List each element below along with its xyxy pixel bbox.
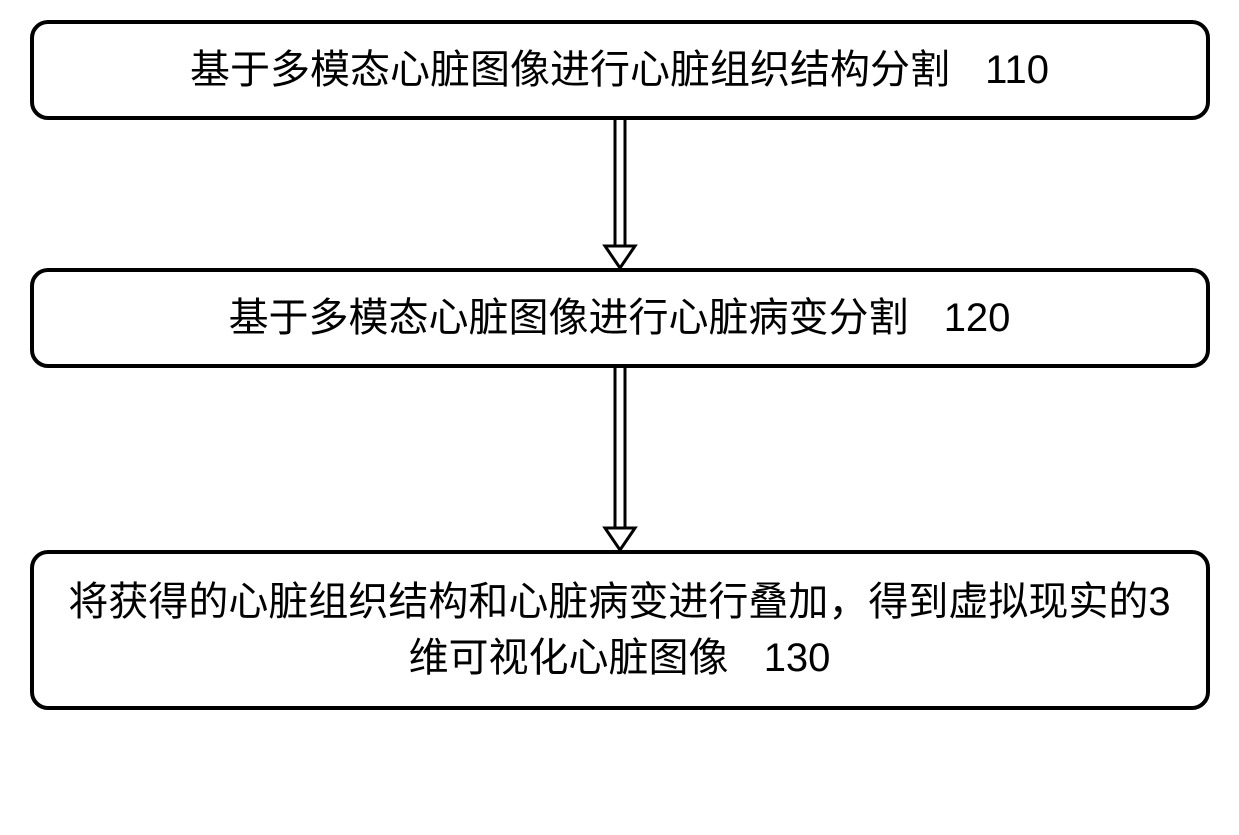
flowchart-arrow-2 [600,368,640,550]
flowchart-node-120: 基于多模态心脏图像进行心脏病变分割 120 [30,268,1210,368]
flowchart-node-110: 基于多模态心脏图像进行心脏组织结构分割 110 [30,20,1210,120]
node-text: 基于多模态心脏图像进行心脏组织结构分割 [190,48,950,92]
node-number: 110 [985,48,1049,92]
double-arrow-icon [600,368,640,550]
node-text: 将获得的心脏组织结构和心脏病变进行叠加，得到虚拟现实的3维可视化心脏图像 [68,580,1170,680]
double-arrow-icon [600,120,640,268]
node-number: 120 [944,296,1011,340]
flowchart-arrow-1 [600,120,640,268]
flowchart-node-130: 将获得的心脏组织结构和心脏病变进行叠加，得到虚拟现实的3维可视化心脏图像 130 [30,550,1210,710]
node-number: 130 [764,636,831,680]
node-text: 基于多模态心脏图像进行心脏病变分割 [229,296,909,340]
flowchart-container: 基于多模态心脏图像进行心脏组织结构分割 110 基于多模态心脏图像进行心脏病变分… [30,20,1210,710]
